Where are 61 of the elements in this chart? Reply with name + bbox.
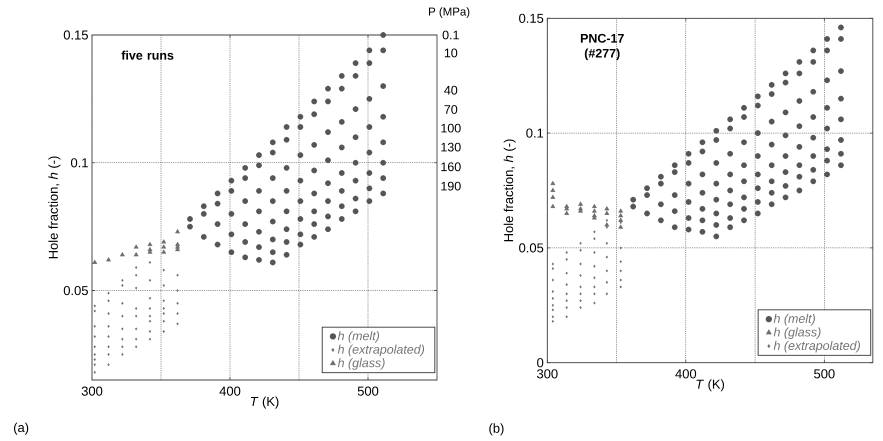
point bbox=[92, 260, 98, 264]
text: 0.1 bbox=[442, 30, 459, 40]
text: (b) bbox=[489, 423, 504, 436]
point bbox=[550, 180, 556, 186]
legend-label: h (extrapolated) bbox=[774, 340, 860, 352]
x-axis-title: T (K) bbox=[250, 396, 278, 409]
point bbox=[550, 204, 556, 208]
text: 190 bbox=[441, 182, 461, 191]
annotation: five runs bbox=[122, 50, 174, 60]
point bbox=[618, 212, 624, 218]
text: 100 bbox=[441, 124, 461, 133]
y-tick-label: 0.15 bbox=[64, 30, 88, 40]
legend-label: h (melt) bbox=[774, 314, 815, 326]
x-tick-label: 400 bbox=[219, 386, 240, 396]
point bbox=[161, 239, 166, 244]
point bbox=[578, 201, 583, 206]
text: 10 bbox=[444, 48, 458, 58]
text: 130 bbox=[441, 142, 461, 152]
legend-label: h (extrapolated) bbox=[338, 344, 424, 356]
point bbox=[618, 224, 624, 229]
point bbox=[148, 242, 152, 246]
point bbox=[175, 228, 180, 234]
point bbox=[618, 208, 624, 213]
y-tick-label: 0 bbox=[537, 358, 544, 368]
legend-label: h (melt) bbox=[338, 331, 380, 343]
x-tick-label: 300 bbox=[82, 386, 102, 396]
text: P (MPa) bbox=[429, 7, 470, 18]
y-axis-title: Hole fraction, h (-) bbox=[48, 156, 60, 258]
point bbox=[161, 244, 166, 249]
y-tick-label: 0.15 bbox=[519, 14, 544, 23]
y-tick-label: 0.1 bbox=[70, 158, 88, 168]
text: 160 bbox=[441, 162, 461, 172]
y-tick-label: 0.1 bbox=[526, 128, 544, 138]
point bbox=[120, 252, 125, 256]
point bbox=[134, 244, 139, 249]
y-tick-label: 0.05 bbox=[64, 286, 88, 296]
point bbox=[592, 204, 597, 208]
x-tick-label: 300 bbox=[537, 369, 558, 378]
text: (a) bbox=[14, 422, 28, 435]
y-tick-label: 0.05 bbox=[519, 243, 544, 252]
point bbox=[134, 252, 139, 256]
point bbox=[161, 249, 166, 254]
point bbox=[564, 210, 570, 215]
x-tick-label: 400 bbox=[675, 369, 696, 378]
point bbox=[592, 208, 597, 213]
text: 70 bbox=[444, 105, 458, 114]
point bbox=[106, 257, 112, 262]
point bbox=[618, 218, 624, 222]
x-tick-label: 500 bbox=[814, 369, 835, 378]
point bbox=[550, 188, 556, 192]
x-axis-title: T (K) bbox=[696, 379, 724, 392]
point bbox=[604, 206, 610, 210]
point bbox=[550, 194, 556, 199]
text: 40 bbox=[444, 86, 458, 95]
y-axis-title: Hole fraction, h (-) bbox=[504, 139, 516, 242]
legend-label: h (glass) bbox=[338, 358, 385, 370]
legend-label: h (glass) bbox=[774, 327, 821, 339]
x-tick-label: 500 bbox=[358, 386, 378, 396]
point bbox=[604, 210, 610, 215]
annotation: PNC-17 (#277) bbox=[580, 34, 624, 60]
point bbox=[604, 222, 610, 226]
